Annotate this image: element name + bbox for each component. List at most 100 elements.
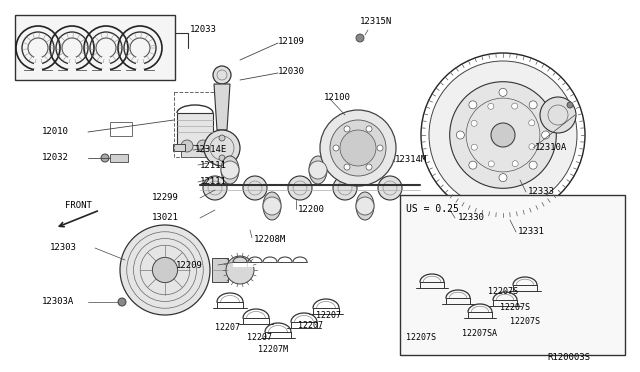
Circle shape (181, 140, 193, 152)
Circle shape (529, 101, 537, 109)
Circle shape (120, 225, 210, 315)
Text: 12331: 12331 (518, 228, 545, 237)
Circle shape (219, 135, 225, 141)
Bar (293, 262, 307, 267)
Circle shape (213, 66, 231, 84)
Text: 12032: 12032 (42, 154, 69, 163)
Ellipse shape (356, 192, 374, 220)
Circle shape (511, 103, 518, 109)
Circle shape (366, 126, 372, 132)
Circle shape (221, 161, 239, 179)
Text: 12207S: 12207S (488, 288, 518, 296)
Circle shape (429, 61, 577, 209)
Circle shape (499, 174, 507, 182)
Circle shape (529, 161, 537, 169)
Text: 12207S: 12207S (510, 317, 540, 327)
Circle shape (377, 145, 383, 151)
Circle shape (101, 154, 109, 162)
Bar (174, 92, 224, 157)
Circle shape (469, 161, 477, 169)
Text: 12314E: 12314E (195, 145, 227, 154)
Bar (233, 262, 247, 267)
Circle shape (330, 120, 386, 176)
Circle shape (456, 131, 465, 139)
Bar (181, 145, 209, 157)
Circle shape (512, 161, 518, 167)
Circle shape (197, 140, 209, 152)
Text: 12299: 12299 (152, 193, 179, 202)
Circle shape (152, 257, 178, 283)
Circle shape (366, 164, 372, 170)
Bar (212, 258, 228, 282)
Text: 12207: 12207 (247, 333, 272, 341)
Bar (15, 15, 175, 80)
Circle shape (378, 176, 402, 200)
Text: 12207S: 12207S (500, 304, 530, 312)
Circle shape (356, 197, 374, 215)
Circle shape (450, 82, 556, 188)
Bar (110, 154, 128, 162)
Text: 12314M: 12314M (395, 155, 428, 164)
Circle shape (344, 164, 350, 170)
Circle shape (288, 176, 312, 200)
Text: 12330: 12330 (458, 214, 485, 222)
Circle shape (491, 123, 515, 147)
Text: 12303: 12303 (50, 244, 77, 253)
Circle shape (540, 97, 576, 133)
Text: 12303A: 12303A (42, 298, 74, 307)
Circle shape (499, 89, 507, 96)
Circle shape (333, 176, 357, 200)
Bar (177, 113, 213, 145)
Bar (400, 195, 625, 355)
Text: 12030: 12030 (278, 67, 305, 77)
Text: 12010: 12010 (42, 128, 69, 137)
Text: 13021: 13021 (152, 214, 179, 222)
Text: 12200: 12200 (298, 205, 325, 215)
Circle shape (488, 103, 494, 109)
Circle shape (333, 145, 339, 151)
Text: 12207S: 12207S (406, 334, 436, 343)
Text: US = 0.25: US = 0.25 (406, 204, 459, 214)
Bar (173, 144, 185, 151)
Circle shape (118, 298, 126, 306)
Text: 12333: 12333 (528, 187, 555, 196)
Text: 12111: 12111 (200, 177, 227, 186)
Text: 12207: 12207 (316, 311, 341, 321)
Circle shape (203, 176, 227, 200)
Circle shape (219, 155, 225, 161)
Circle shape (263, 197, 281, 215)
Text: 12310A: 12310A (535, 144, 567, 153)
Circle shape (529, 120, 534, 126)
Circle shape (340, 130, 376, 166)
Ellipse shape (263, 192, 281, 220)
Text: 12207: 12207 (298, 321, 323, 330)
Circle shape (529, 144, 535, 150)
Circle shape (204, 130, 240, 166)
Text: FRONT: FRONT (65, 201, 92, 209)
Circle shape (344, 126, 350, 132)
Ellipse shape (309, 156, 327, 184)
Bar (263, 262, 277, 267)
Text: 12109: 12109 (278, 38, 305, 46)
Circle shape (471, 120, 477, 126)
Text: 12100: 12100 (324, 93, 351, 103)
Text: 12207SA: 12207SA (462, 330, 497, 339)
Circle shape (226, 256, 254, 284)
Circle shape (243, 176, 267, 200)
Circle shape (356, 34, 364, 42)
Text: 12209: 12209 (176, 260, 203, 269)
Text: 12207: 12207 (215, 324, 240, 333)
Circle shape (320, 110, 396, 186)
Circle shape (469, 101, 477, 109)
Text: 12111: 12111 (200, 160, 227, 170)
Polygon shape (214, 84, 230, 130)
Circle shape (471, 144, 477, 150)
Circle shape (488, 161, 494, 167)
Bar (248, 262, 262, 267)
Bar (278, 262, 292, 267)
Text: R120003S: R120003S (547, 353, 590, 362)
Text: 12207M: 12207M (258, 346, 288, 355)
Circle shape (541, 131, 550, 139)
Text: 12033: 12033 (190, 26, 217, 35)
Circle shape (309, 161, 327, 179)
